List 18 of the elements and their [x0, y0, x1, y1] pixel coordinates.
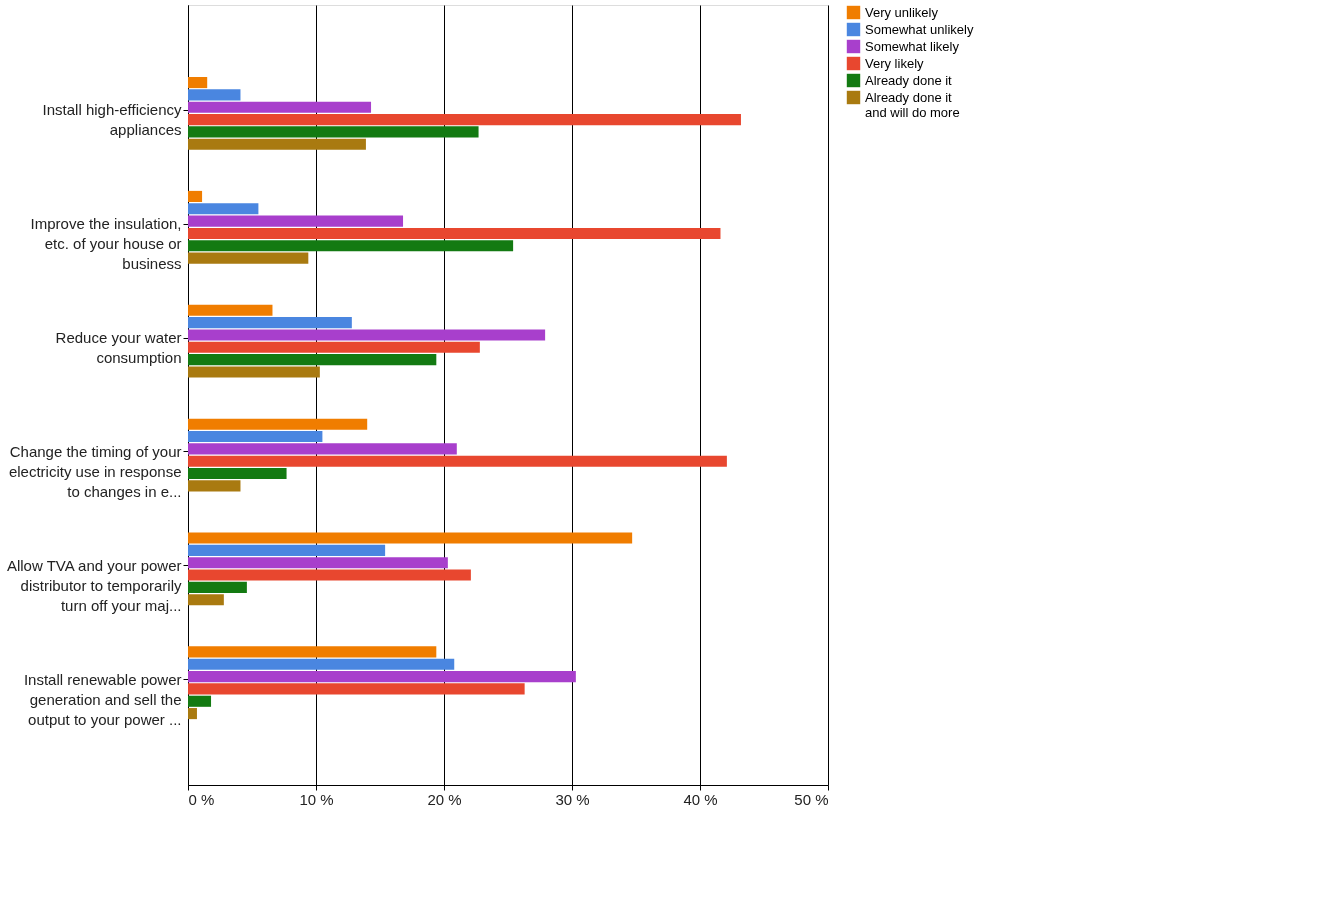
y-tick-label: Install renewable power generation and sell the output to your power ... — [23, 670, 182, 728]
legend-label: Already done it and will do more — [865, 89, 960, 120]
legend-label: Already done it — [865, 72, 953, 88]
x-tick-label: 10 % — [299, 790, 334, 808]
y-tick-label: Install high-efficiency appliances — [42, 101, 182, 139]
legend-label: Very likely — [865, 55, 925, 71]
x-tick-label: 50 % — [794, 790, 829, 808]
legend-label: Very unlikely — [865, 4, 939, 20]
legend-label: Somewhat unlikely — [865, 21, 974, 37]
x-tick-label: 40 % — [683, 790, 718, 808]
y-tick-label: Allow TVA and your power distributor to temporarily turn off your maj... — [6, 556, 182, 614]
y-tick-label: Improve the insulation, etc. of your house or business — [30, 215, 182, 273]
y-tick-label: Reduce your water consumption — [55, 329, 182, 367]
legend-label: Somewhat likely — [865, 38, 960, 54]
x-tick-label: 0 % — [188, 790, 215, 808]
x-tick-label: 20 % — [427, 790, 462, 808]
x-tick-label: 30 % — [555, 790, 590, 808]
y-tick-label: Change the timing of your electricity use in response to changes in e... — [8, 442, 182, 500]
